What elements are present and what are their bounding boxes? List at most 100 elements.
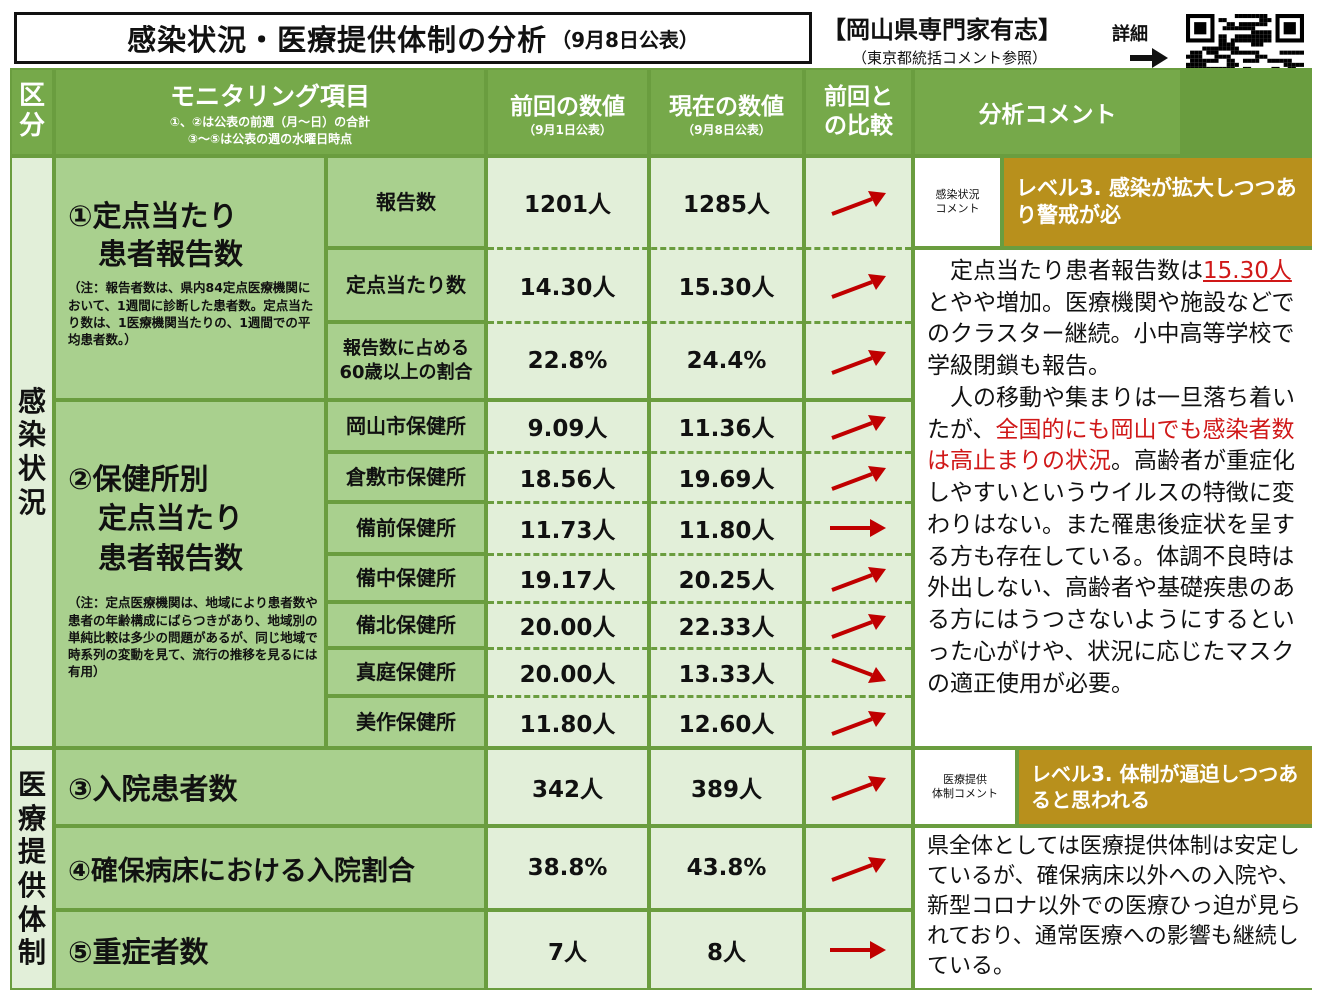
- row-divider: [488, 908, 911, 912]
- section-infection-char: 感: [17, 384, 46, 418]
- item3-label: ③入院患者数: [56, 750, 484, 824]
- medical-level-badge: レベル3. 体制が逼迫しつつあると思われる: [1019, 750, 1312, 824]
- col-divider: [802, 158, 806, 988]
- medical-comment-tag: 医療提供 体制コメント: [915, 750, 1015, 824]
- medical-comment-text: 県全体としては医療提供体制は安定しているが、確保病床以外への入院や、新型コロナ以…: [915, 828, 1312, 988]
- header-curr-date: （9月8日公表）: [682, 122, 771, 137]
- right-arrow-icon: [1130, 48, 1168, 68]
- trend-up-icon: [831, 776, 886, 801]
- prev-value: 9.09人: [527, 416, 608, 442]
- section-infection-char: 状: [17, 452, 46, 485]
- prev-value: 20.00人: [519, 662, 616, 688]
- page-subtitle: （9月8日公表）: [551, 27, 699, 52]
- medical-tag-2: 体制コメント: [932, 787, 998, 800]
- curr-value: 11.80人: [678, 518, 775, 544]
- curr-value: 20.25人: [678, 568, 775, 594]
- row-label: 備前保健所: [356, 515, 456, 540]
- sub-label-cell: 備北保健所: [328, 604, 484, 646]
- curr-value: 22.33人: [678, 615, 775, 641]
- row-label: 真庭保健所: [356, 659, 456, 684]
- header-compare-1: 前回と: [824, 84, 893, 111]
- row-label: 倉敷市保健所: [346, 464, 466, 489]
- org-block: 【岡山県専門家有志】 （東京都統括コメント参照）: [822, 10, 1122, 68]
- trend-up-icon: [831, 466, 886, 491]
- item2-title-1: ②保健所別: [68, 462, 209, 496]
- item1-note: （注：報告者数は、県内84定点医療機関において、1週間に診断した患者数。定点当た…: [68, 280, 314, 348]
- trend-up-icon: [831, 567, 886, 592]
- row-label: 報告数: [376, 189, 436, 214]
- section-medical: 医 療 提 供 体 制: [12, 750, 52, 988]
- trend-up-icon: [831, 350, 886, 375]
- prev-value: 11.73人: [519, 518, 616, 544]
- section-medical-char: 医: [17, 768, 46, 802]
- infection-tag-1: 感染状況: [935, 187, 980, 201]
- header-monitoring: モニタリング項目 ①、②は公表の前週（月～日）の合計 ③～⑤は公表の週の水曜日時…: [56, 70, 484, 154]
- item5-label: ⑤重症者数: [56, 912, 484, 988]
- header-monitoring-label: モニタリング項目: [169, 82, 370, 111]
- prev-value: 38.8%: [527, 855, 608, 881]
- item1-block: ①定点当たり 患者報告数 （注：報告者数は、県内84定点医療機関において、1週間…: [56, 158, 324, 398]
- curr-value: 15.30人: [678, 275, 775, 301]
- row-divider: [488, 601, 911, 604]
- sub-label-cell: 定点当たり数: [328, 250, 484, 320]
- row-label: 美作保健所: [356, 709, 456, 734]
- trend-flat-icon: [830, 941, 886, 959]
- item1-title-2: 患者報告数: [98, 236, 244, 271]
- row-label: 備北保健所: [356, 612, 456, 637]
- detail-link[interactable]: 詳細: [1112, 24, 1148, 45]
- row-divider: [488, 647, 911, 650]
- curr-value: 1285人: [682, 192, 770, 218]
- sub-label-cell: 岡山市保健所: [328, 402, 484, 450]
- trend-down-icon: [831, 658, 886, 683]
- col-divider: [647, 158, 651, 988]
- trend-up-icon: [831, 614, 886, 639]
- infection-comment-highlight2: 全国的にも岡山でも感染者数は高止まりの状況: [927, 416, 1295, 475]
- item4-label: ④確保病床における入院割合: [56, 828, 484, 908]
- row-label: 岡山市保健所: [346, 413, 466, 438]
- curr-value: 389人: [690, 777, 762, 803]
- header-monitoring-note1: ①、②は公表の前週（月～日）の合計: [169, 115, 371, 129]
- section-medical-char: 制: [17, 936, 46, 970]
- header-kubun-2: 分: [18, 111, 45, 141]
- row-divider: [488, 501, 911, 504]
- row-divider: [488, 321, 911, 324]
- infection-comment-text: 定点当たり患者報告数は15.30人とやや増加。医療機関や施設などでのクラスター継…: [915, 250, 1312, 746]
- trend-up-icon: [831, 191, 886, 216]
- curr-value: 43.8%: [686, 855, 767, 881]
- medical-tag-1: 医療提供: [943, 772, 987, 786]
- row-divider: [488, 553, 911, 556]
- row-label: 定点当たり数: [346, 272, 466, 297]
- item2-block: ②保健所別 定点当たり 患者報告数 （注：定点医療機関は、地域により患者数や患者…: [56, 402, 324, 746]
- prev-value: 22.8%: [527, 348, 608, 374]
- section-infection-char: 況: [17, 485, 46, 519]
- section-divider: [488, 746, 911, 750]
- sub-label-cell: 真庭保健所: [328, 650, 484, 694]
- sub-label-cell: 美作保健所: [328, 698, 484, 746]
- row-label: 報告数に占める 60歳以上の割合: [339, 337, 473, 383]
- row-divider: [488, 824, 911, 828]
- prev-value: 18.56人: [519, 467, 616, 493]
- infection-level-badge: レベル3. 感染が拡大しつつあり警戒が必: [1004, 158, 1312, 246]
- header-compare-2: の比較: [824, 113, 893, 139]
- infection-tag-2: コメント: [935, 202, 980, 215]
- sub-label-cell: 備前保健所: [328, 504, 484, 552]
- header-compare: 前回と の比較: [806, 70, 911, 154]
- header-prev-date: （9月1日公表）: [523, 122, 612, 137]
- trend-up-icon: [831, 274, 886, 299]
- sub-label-cell: 報告数に占める 60歳以上の割合: [328, 324, 484, 398]
- section-medical-char: 療: [17, 801, 46, 835]
- infection-comment-p2b: 。高齢者が重症化しやすいというウイルスの特徴に変わりはない。また罹患後症状を呈す…: [927, 448, 1295, 697]
- row-divider: [488, 695, 911, 698]
- header-kubun-1: 区: [18, 81, 45, 112]
- header-kubun: 区 分: [12, 70, 52, 154]
- col-divider: [911, 158, 915, 988]
- infection-comment-p1a: 定点当たり患者報告数は: [927, 258, 1203, 284]
- infection-comment-p1b: とやや増加。医療機関や施設などでのクラスター継続。小中高等学校で学級閉鎖も報告。: [927, 289, 1295, 380]
- prev-value: 7人: [547, 940, 587, 966]
- section-medical-char: 供: [17, 869, 46, 902]
- section-medical-char: 体: [17, 902, 46, 936]
- sub-label-cell: 倉敷市保健所: [328, 454, 484, 500]
- section-medical-char: 提: [17, 835, 46, 869]
- trend-up-icon: [831, 415, 886, 440]
- org-name: 【岡山県専門家有志】: [822, 16, 1062, 44]
